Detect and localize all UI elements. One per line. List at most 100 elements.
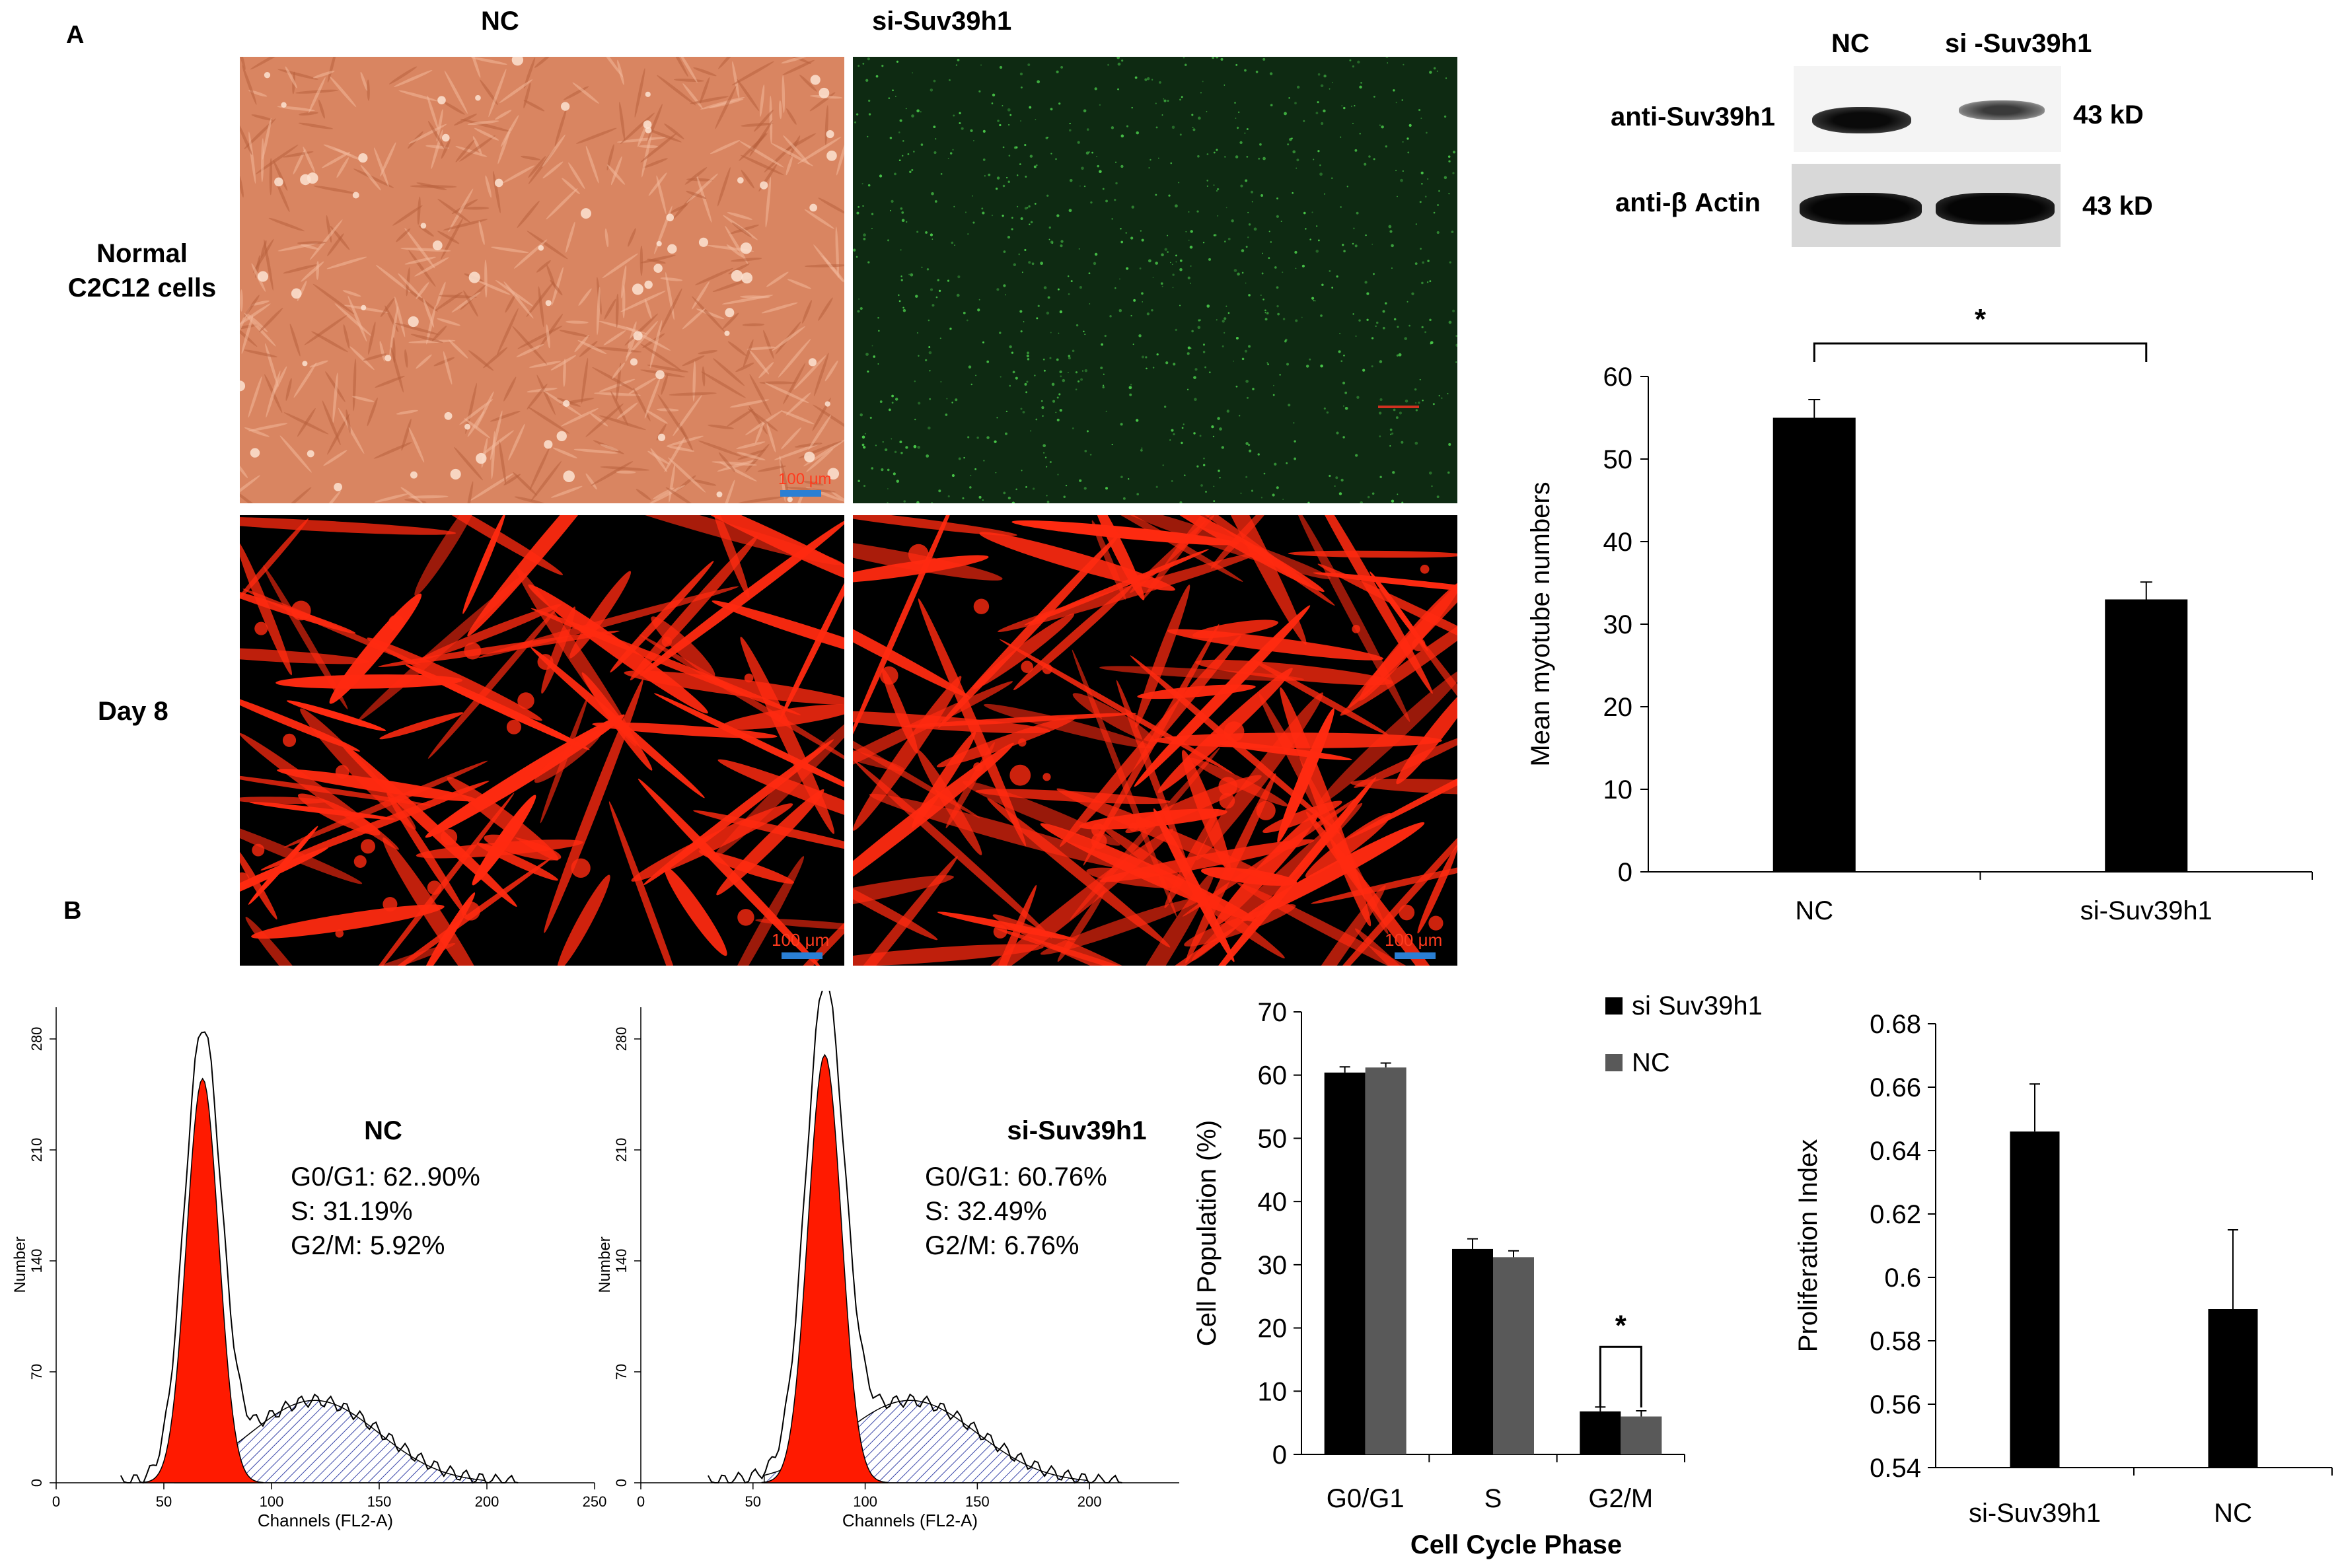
gfp-dot xyxy=(933,125,936,129)
gfp-dot xyxy=(1396,354,1399,357)
cell-texture xyxy=(551,485,583,498)
cell-texture xyxy=(585,403,624,437)
gfp-dot xyxy=(1043,452,1045,454)
gfp-dot xyxy=(1200,92,1202,94)
cell-texture xyxy=(327,413,350,455)
gfp-dot xyxy=(920,143,924,146)
myotube xyxy=(371,857,552,966)
gfp-dot xyxy=(1241,249,1245,252)
cell-texture xyxy=(836,136,844,176)
wb-blot-suv39h1 xyxy=(1794,66,2061,152)
cell-texture xyxy=(700,77,710,104)
gfp-dot xyxy=(892,89,894,92)
gfp-dot xyxy=(1292,150,1296,154)
gfp-dot xyxy=(1140,448,1143,452)
gfp-dot xyxy=(1079,185,1081,187)
myotube xyxy=(1011,520,1239,546)
gfp-dot xyxy=(980,64,982,66)
gfp-dot xyxy=(1324,193,1326,195)
y-tick-label: 10 xyxy=(1258,1377,1288,1406)
phase-stat: G0/G1: 62..90% xyxy=(291,1162,480,1192)
cell-texture xyxy=(561,408,599,427)
gfp-dot xyxy=(1451,231,1454,233)
gfp-dot xyxy=(895,398,898,401)
bar xyxy=(1324,1072,1366,1454)
cell-texture xyxy=(478,221,485,245)
cell-texture xyxy=(529,446,550,491)
gfp-dot xyxy=(1036,317,1039,320)
y-axis-label: Number xyxy=(596,1236,614,1293)
gfp-dot xyxy=(1139,267,1142,269)
gfp-dot xyxy=(902,155,904,157)
myotube xyxy=(530,608,801,715)
gfp-dot xyxy=(1068,129,1072,132)
cell-texture xyxy=(374,493,409,503)
gfp-dot xyxy=(1344,406,1348,410)
gfp-dot xyxy=(1118,309,1122,312)
cell-body xyxy=(1042,773,1051,781)
gfp-dot xyxy=(1191,330,1194,333)
gfp-dot xyxy=(1343,405,1344,407)
gfp-dot xyxy=(1015,376,1018,380)
gfp-dot xyxy=(916,332,919,334)
gfp-dot xyxy=(1274,266,1277,269)
gfp-dot xyxy=(1084,334,1086,336)
rounded-cell xyxy=(826,130,834,139)
cell-texture xyxy=(470,57,507,65)
cell-texture xyxy=(426,305,436,345)
cell-texture xyxy=(375,265,411,293)
gfp-dot xyxy=(894,450,897,454)
gfp-dot xyxy=(1206,304,1210,308)
gfp-dot xyxy=(1036,164,1038,166)
cell-texture xyxy=(301,261,324,282)
cell-texture xyxy=(448,339,468,359)
myotube xyxy=(853,944,1044,966)
rounded-cell xyxy=(307,450,314,458)
gfp-dot xyxy=(1331,177,1333,179)
cell-texture xyxy=(517,200,540,229)
gfp-dot xyxy=(928,351,932,355)
rounded-cell xyxy=(725,308,735,318)
gfp-dot xyxy=(1192,126,1194,128)
gfp-dot xyxy=(1170,262,1171,264)
gfp-dot xyxy=(1119,278,1120,280)
myotube xyxy=(245,917,322,966)
cell-texture xyxy=(731,61,774,86)
gfp-dot xyxy=(1004,432,1007,435)
gfp-dot xyxy=(1056,358,1059,361)
gfp-dot xyxy=(1317,239,1320,242)
myotube xyxy=(1210,515,1279,569)
gfp-dot xyxy=(1421,326,1424,329)
gfp-dot xyxy=(863,446,866,449)
gfp-dot xyxy=(1316,225,1318,227)
gfp-dot xyxy=(1395,416,1399,419)
cell-texture xyxy=(554,108,567,147)
gfp-dot xyxy=(940,173,943,175)
gfp-dot xyxy=(881,65,884,67)
gfp-dot xyxy=(1193,376,1196,379)
gfp-dot xyxy=(1136,493,1139,496)
gfp-dot xyxy=(926,454,930,458)
gfp-dot xyxy=(1104,334,1107,338)
myotube xyxy=(592,722,778,738)
gfp-dot xyxy=(1343,250,1346,253)
gfp-dot xyxy=(1075,388,1078,390)
myotube xyxy=(240,517,457,535)
gfp-dot xyxy=(1401,99,1403,101)
cell-texture xyxy=(352,358,357,411)
cell-texture xyxy=(782,59,815,76)
cell-texture xyxy=(657,394,687,439)
cell-texture xyxy=(240,174,244,197)
cell-texture xyxy=(646,410,668,424)
rounded-cell xyxy=(787,497,793,503)
cell-texture xyxy=(479,430,514,457)
gfp-dot xyxy=(1189,283,1191,284)
x-axis-label: Cell Cycle Phase xyxy=(1410,1530,1622,1559)
cell-texture xyxy=(682,355,705,367)
gfp-dot xyxy=(1028,261,1031,264)
cell-texture xyxy=(600,444,619,452)
myotube xyxy=(528,584,708,714)
cell-body xyxy=(1420,564,1430,574)
myotube xyxy=(569,571,632,659)
cell-body xyxy=(353,855,367,868)
